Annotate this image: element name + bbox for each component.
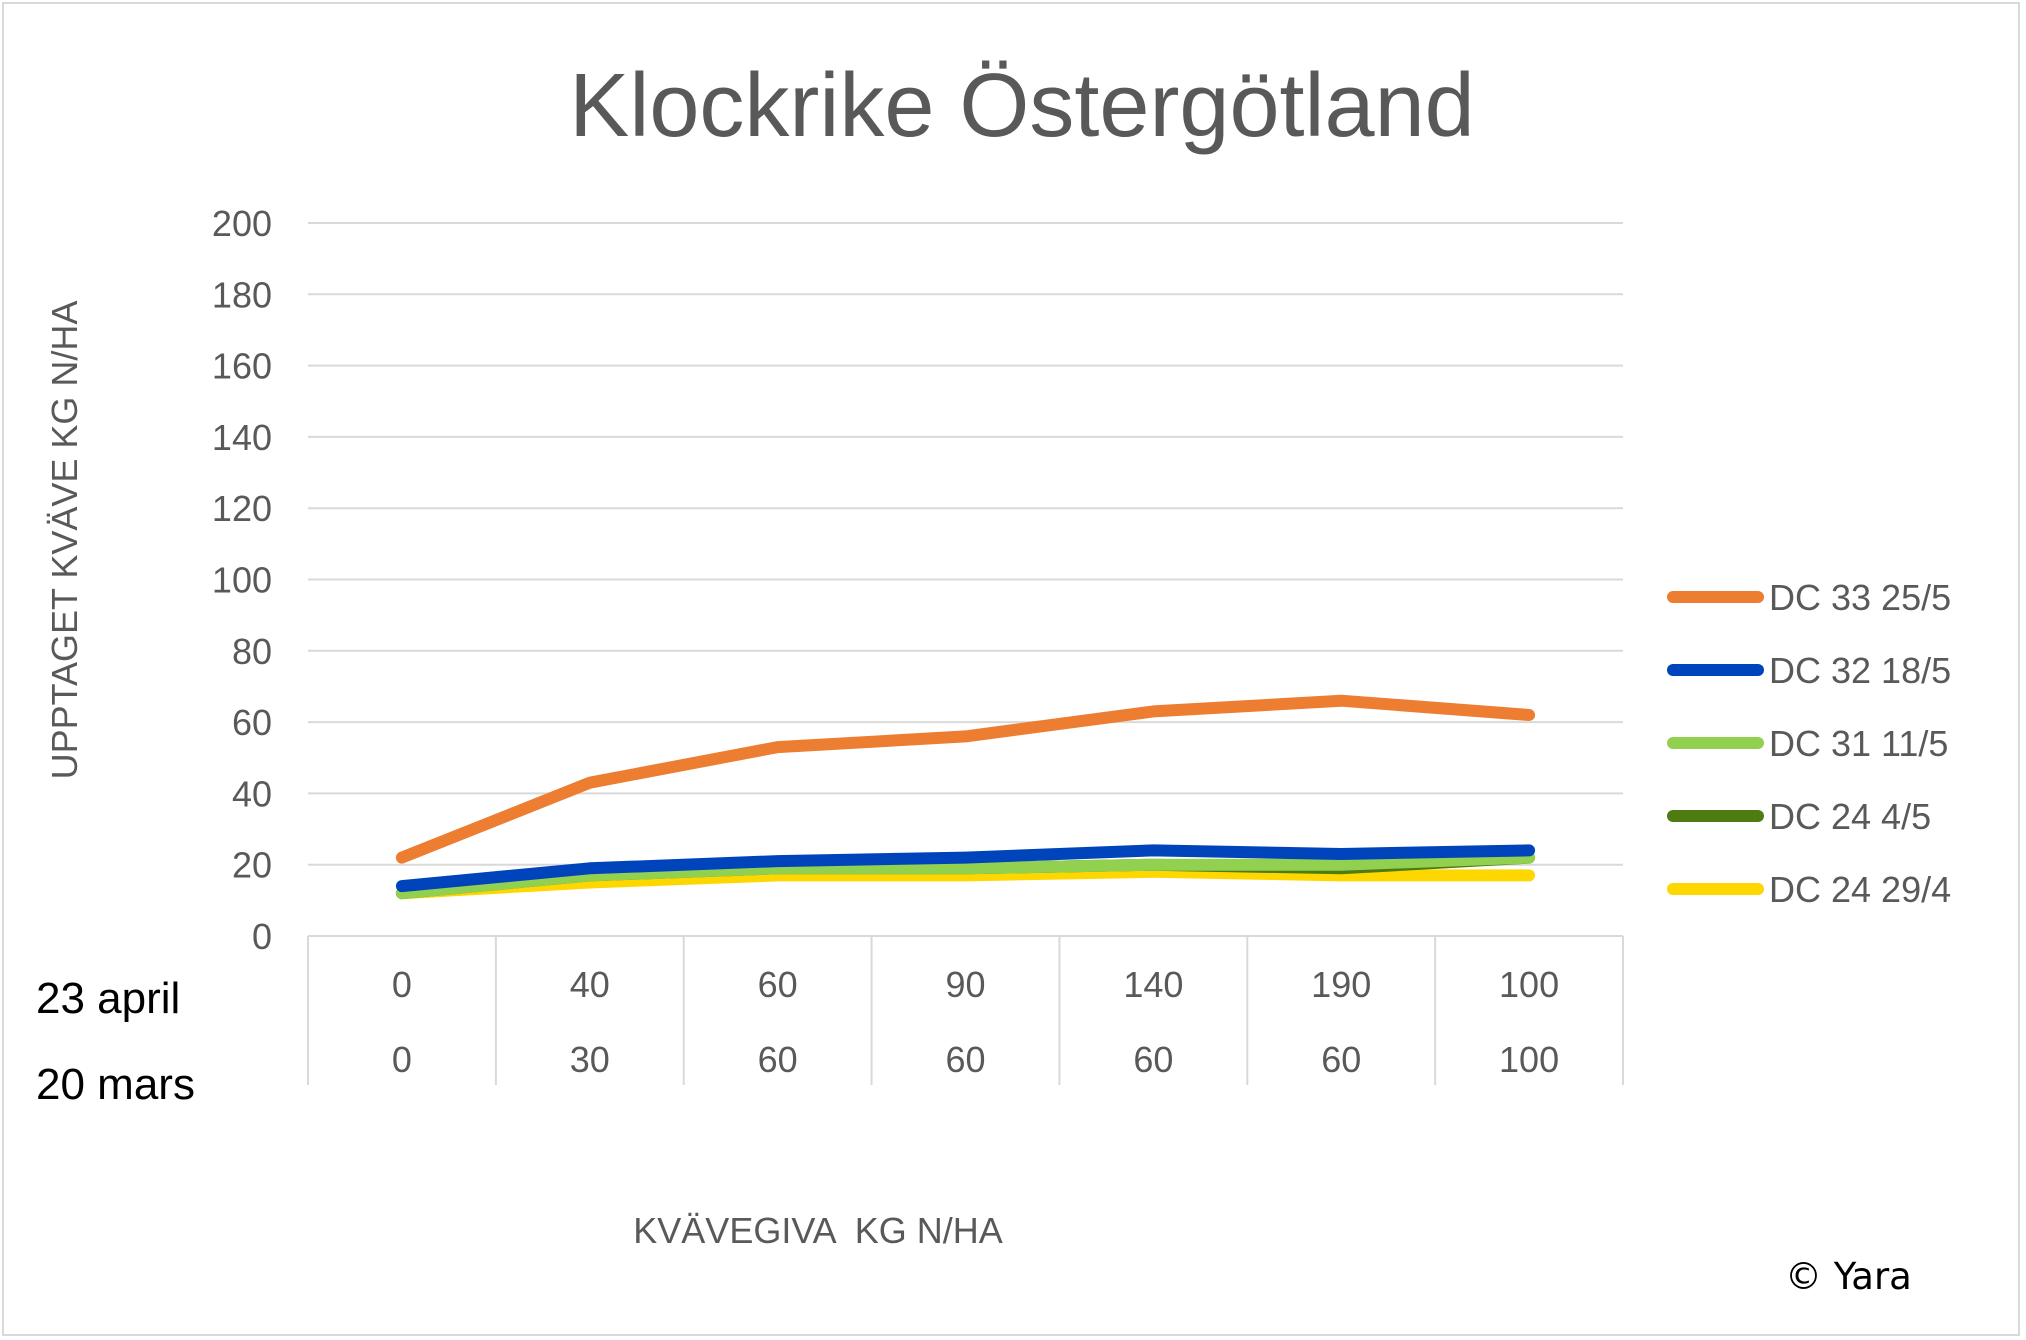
legend-label-4: DC 24 4/5 (1769, 796, 1931, 837)
y-tick-label: 120 (212, 488, 272, 529)
x-tick-label: 90 (945, 964, 985, 1005)
y-tick-label: 160 (212, 346, 272, 387)
y-tick-label: 200 (212, 203, 272, 244)
y-tick-label: 80 (232, 631, 272, 672)
gridlines (308, 222, 1623, 937)
legend: DC 33 25/5 DC 32 18/5 DC 31 11/5 DC 24 4/5 D… (1667, 577, 1951, 910)
x-category-table (307, 936, 1624, 1085)
x-tick-label: 60 (758, 1039, 798, 1080)
x-tick-labels: 0 40 60 90 140 190 100 0 30 60 60 60 60 100 (392, 964, 1559, 1080)
x-tick-label: 100 (1499, 964, 1559, 1005)
legend-label-1: DC 33 25/5 (1769, 577, 1951, 618)
chart-title: Klockrike Östergötland (569, 56, 1474, 156)
legend-label-5: DC 24 29/4 (1769, 869, 1951, 910)
x-tick-label: 60 (945, 1039, 985, 1080)
x-tick-label: 60 (1321, 1039, 1361, 1080)
x-tick-label: 60 (758, 964, 798, 1005)
x-axis-label: KVÄVEGIVA KG N/HA (633, 1210, 1002, 1251)
y-tick-label: 180 (212, 274, 272, 315)
y-axis-label: UPPTAGET KVÄVE KG N/HA (44, 301, 85, 780)
y-tick-label: 40 (232, 773, 272, 814)
series-lines (395, 694, 1536, 900)
x-tick-label: 190 (1311, 964, 1371, 1005)
row-label-1: 23 april (36, 974, 181, 1023)
x-tick-label: 40 (570, 964, 610, 1005)
y-tick-label: 20 (232, 845, 272, 886)
series-line-2 (395, 844, 1536, 893)
x-tick-label: 100 (1499, 1039, 1559, 1080)
legend-label-2: DC 32 18/5 (1769, 650, 1951, 691)
series-line-1 (395, 694, 1536, 864)
series-line-3 (395, 851, 1536, 900)
x-tick-label: 0 (392, 1039, 412, 1080)
x-tick-label: 60 (1133, 1039, 1173, 1080)
x-tick-label: 30 (570, 1039, 610, 1080)
row-label-2: 20 mars (36, 1060, 195, 1109)
y-tick-label: 0 (252, 916, 272, 957)
y-tick-label: 60 (232, 702, 272, 743)
y-tick-label: 100 (212, 560, 272, 601)
x-tick-label: 140 (1123, 964, 1183, 1005)
y-tick-label: 140 (212, 417, 272, 458)
copyright-text: © Yara (1785, 1255, 1912, 1298)
series-line-5 (395, 865, 1536, 900)
y-tick-labels: 0 20 40 60 80 100 120 140 160 180 200 (212, 203, 272, 957)
legend-label-3: DC 31 11/5 (1769, 723, 1948, 764)
x-tick-label: 0 (392, 964, 412, 1005)
